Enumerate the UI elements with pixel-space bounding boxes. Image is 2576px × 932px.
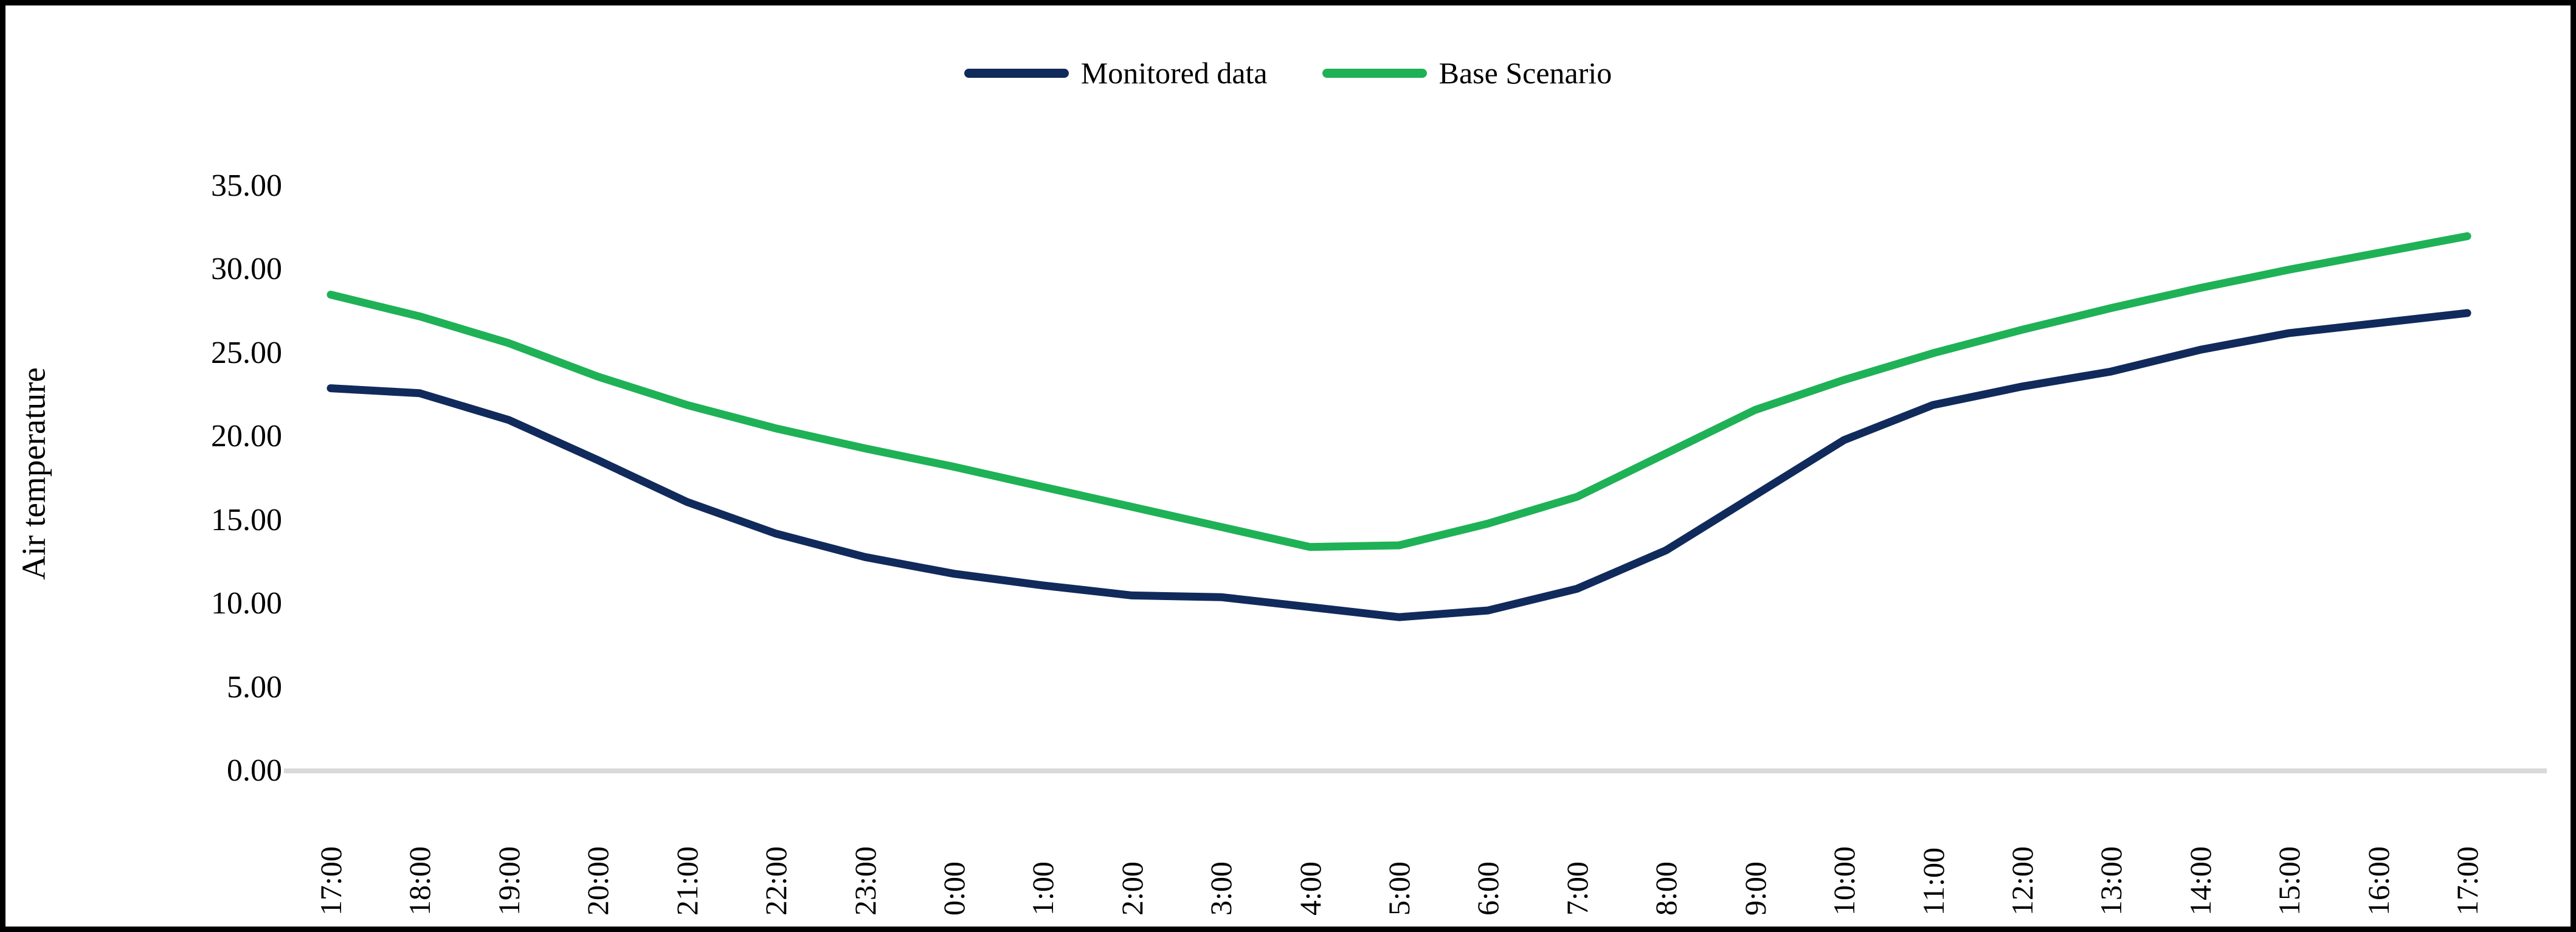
legend-item-1: Base Scenario — [1322, 58, 1612, 88]
series-line-monitored-data — [326, 309, 2471, 621]
y-tick-label: 20.00 — [211, 419, 282, 454]
y-tick-label: 10.00 — [211, 586, 282, 621]
legend: Monitored data Base Scenario — [5, 58, 2571, 88]
y-tick-label: 35.00 — [211, 168, 282, 204]
legend-item-0: Monitored data — [964, 58, 1268, 88]
legend-label: Monitored data — [1080, 56, 1268, 90]
y-tick-label: 25.00 — [211, 335, 282, 370]
legend-line-swatch — [964, 68, 1069, 78]
legend-label: Base Scenario — [1438, 56, 1612, 90]
y-tick-label: 5.00 — [227, 669, 282, 705]
plot-area — [284, 232, 2547, 773]
y-tick-label: 15.00 — [211, 502, 282, 537]
y-tick-label: 30.00 — [211, 252, 282, 287]
series-line-base-scenario — [326, 232, 2471, 551]
legend-line-swatch — [1322, 68, 1427, 78]
y-tick-label: 0.00 — [227, 753, 282, 788]
